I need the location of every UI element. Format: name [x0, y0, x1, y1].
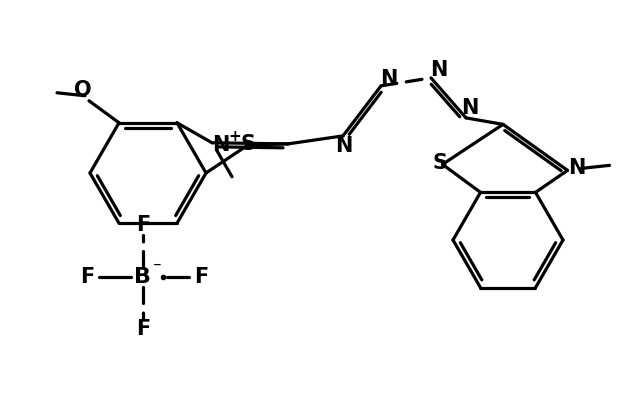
Text: B: B — [134, 267, 152, 287]
Text: N: N — [430, 60, 448, 80]
Text: F: F — [136, 319, 150, 339]
Text: ⁻: ⁻ — [152, 259, 161, 277]
Text: N: N — [380, 69, 397, 89]
Text: O: O — [74, 80, 92, 100]
Text: S: S — [241, 134, 255, 154]
Text: N: N — [568, 158, 585, 179]
Text: N: N — [461, 98, 479, 118]
Text: F: F — [80, 267, 94, 287]
Text: F: F — [194, 267, 208, 287]
Text: F: F — [136, 215, 150, 235]
Text: N: N — [335, 136, 353, 156]
Text: +: + — [228, 129, 241, 144]
Text: S: S — [433, 153, 448, 173]
Text: N: N — [212, 135, 230, 155]
